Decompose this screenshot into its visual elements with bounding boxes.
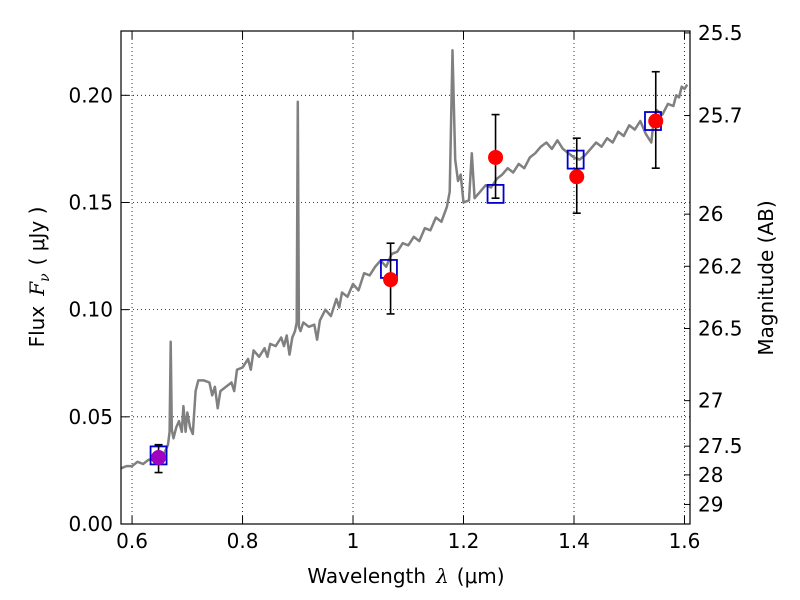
y-axis-label: FluxFν( μJy )	[25, 207, 53, 348]
plot-frame	[120, 30, 691, 525]
observed-point-marker	[648, 113, 664, 129]
y2-tick-label: 28	[698, 463, 723, 487]
x-tick-label: 1.2	[448, 529, 480, 553]
observed-photometry-series	[151, 70, 664, 474]
right-axis-label: Magnitude (AB)	[754, 200, 778, 355]
y2-tick-label: 27.5	[698, 434, 743, 458]
axis-ticks: 0.6 0.8 1 1.2 1.4 1.6 0.00 0.05 0.10 0.15 0.20 25.5…	[68, 21, 742, 553]
x-tick-label: 1	[347, 529, 360, 553]
y-tick-label: 0.10	[68, 298, 113, 322]
x-axis-label: Wavelength λ (μm)	[307, 564, 504, 588]
model-square-marker	[566, 149, 585, 170]
y2-tick-label: 27	[698, 389, 723, 413]
y2-tick-label: 26.5	[698, 317, 743, 341]
y-tick-label: 0.05	[68, 405, 113, 429]
y2-tick-label: 25.7	[698, 104, 743, 128]
x-tick-label: 0.8	[227, 529, 259, 553]
observed-point-marker	[383, 272, 399, 288]
y2-tick-label: 26	[698, 202, 723, 226]
y-tick-label: 0.00	[68, 512, 113, 536]
observed-point-marker	[488, 149, 504, 165]
x-tick-label: 1.6	[669, 529, 701, 553]
x-tick-label: 1.4	[558, 529, 590, 553]
y-tick-label: 0.20	[68, 83, 113, 107]
y2-tick-label: 26.2	[698, 254, 743, 278]
y2-tick-label: 29	[698, 492, 723, 516]
y2-tick-label: 25.5	[698, 21, 743, 45]
x-tick-label: 0.6	[116, 529, 148, 553]
observed-point-marker	[151, 450, 167, 466]
observed-point-marker	[569, 169, 585, 185]
y-tick-label: 0.15	[68, 190, 113, 214]
